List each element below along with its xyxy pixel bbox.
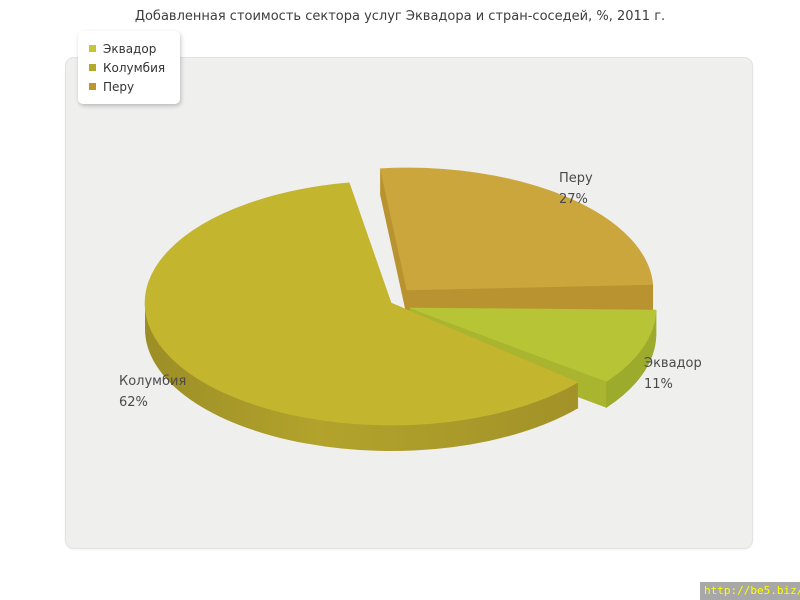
chart-title: Добавленная стоимость сектора услуг Эква… xyxy=(134,9,666,24)
slice-label-ecuador: Эквадор 11% xyxy=(644,356,702,392)
legend-label: Эквадор xyxy=(103,41,157,56)
pie-slice-colombia[interactable] xyxy=(144,182,579,426)
legend-item-colombia[interactable]: Колумбия xyxy=(89,58,165,77)
pie-slice-peru[interactable] xyxy=(380,167,654,291)
legend-label: Перу xyxy=(103,79,135,94)
legend-swatch-ecuador xyxy=(89,45,96,52)
legend-swatch-colombia xyxy=(89,64,96,71)
legend: Эквадор Колумбия Перу xyxy=(78,31,181,104)
watermark-link[interactable]: http://be5.biz/ xyxy=(700,582,800,600)
legend-label: Колумбия xyxy=(103,60,166,75)
colombia-slice-rim-wall xyxy=(144,303,578,451)
slice-label-colombia: Колумбия 62% xyxy=(119,374,187,410)
legend-item-peru[interactable]: Перу xyxy=(89,77,165,96)
legend-swatch-peru xyxy=(89,83,96,90)
slice-label-peru: Перу 27% xyxy=(559,171,593,207)
pie-slice-ecuador[interactable] xyxy=(409,307,657,382)
legend-item-ecuador[interactable]: Эквадор xyxy=(89,39,165,58)
